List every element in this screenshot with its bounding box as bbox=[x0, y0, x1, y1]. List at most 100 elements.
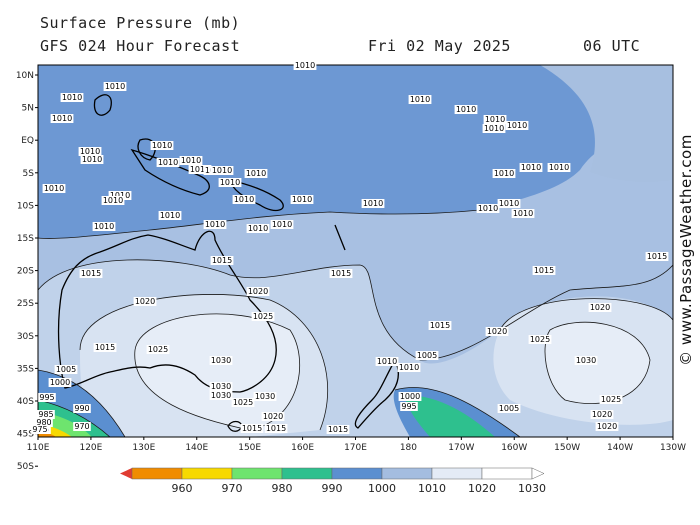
isobar-label: 1010 bbox=[497, 199, 521, 208]
svg-text:1000: 1000 bbox=[50, 378, 70, 387]
svg-text:1030: 1030 bbox=[211, 382, 231, 391]
isobar-label: 1015 bbox=[532, 266, 556, 275]
legend-swatch bbox=[120, 468, 132, 479]
svg-text:1010: 1010 bbox=[52, 114, 72, 123]
svg-text:1030: 1030 bbox=[211, 391, 231, 400]
svg-text:1005: 1005 bbox=[499, 404, 519, 413]
legend-swatch bbox=[131, 467, 183, 480]
legend-swatch bbox=[381, 467, 433, 480]
svg-text:1010: 1010 bbox=[44, 184, 64, 193]
svg-text:1025: 1025 bbox=[233, 398, 253, 407]
svg-text:1025: 1025 bbox=[253, 312, 273, 321]
isobar-label: 1010 bbox=[101, 196, 125, 205]
svg-text:1030: 1030 bbox=[576, 356, 596, 365]
svg-text:1020: 1020 bbox=[487, 327, 507, 336]
svg-text:1010: 1010 bbox=[62, 93, 82, 102]
svg-text:1010: 1010 bbox=[160, 211, 180, 220]
lat-label: 5N bbox=[22, 104, 34, 114]
latitude-axis: 10N 5N EQ 5S 10S 15S 20S 25S 30S 35S 40S 45S 50S bbox=[16, 71, 38, 472]
lon-label: 160W bbox=[501, 443, 527, 453]
isobar-label: 1020 bbox=[485, 327, 509, 336]
legend-value: 980 bbox=[272, 482, 293, 495]
isobar-label: 1015 bbox=[329, 269, 353, 278]
lon-label: 110E bbox=[27, 443, 50, 453]
isobar-label: 1000 bbox=[398, 392, 422, 401]
isobar-label: 1015 bbox=[428, 321, 452, 330]
legend-swatch bbox=[531, 467, 545, 480]
lat-label: EQ bbox=[21, 136, 34, 146]
svg-text:1015: 1015 bbox=[95, 343, 115, 352]
isobar-label: 1015 bbox=[79, 269, 103, 278]
isobar-label: 1030 bbox=[209, 382, 233, 391]
isobar-label: 1020 bbox=[590, 410, 614, 419]
isobar-label: 1010 bbox=[179, 156, 203, 165]
map-title: Surface Pressure (mb) bbox=[40, 14, 241, 32]
isobar-label: 1010 bbox=[547, 163, 571, 172]
svg-text:995: 995 bbox=[39, 393, 54, 402]
svg-text:1010: 1010 bbox=[521, 163, 541, 172]
isobar-label: 1030 bbox=[209, 391, 233, 400]
isobar-label: 1005 bbox=[497, 404, 521, 413]
svg-text:1010: 1010 bbox=[499, 199, 519, 208]
svg-text:1010: 1010 bbox=[485, 115, 505, 124]
isobar-label: 1010 bbox=[210, 166, 234, 175]
forecast-date: Fri 02 May 2025 bbox=[368, 37, 511, 55]
svg-text:1010: 1010 bbox=[295, 61, 315, 70]
isobar-label: 1025 bbox=[528, 335, 552, 344]
svg-text:1000: 1000 bbox=[400, 392, 420, 401]
isobar-label: 1010 bbox=[408, 95, 432, 104]
isobar-label: 1010 bbox=[293, 61, 317, 70]
legend-value: 1030 bbox=[518, 482, 546, 495]
legend-value: 1020 bbox=[468, 482, 496, 495]
lon-label: 150E bbox=[238, 443, 261, 453]
isobar-label: 1030 bbox=[209, 356, 233, 365]
legend-swatch bbox=[481, 467, 533, 480]
svg-text:1015: 1015 bbox=[242, 424, 262, 433]
isobar-label: 1010 bbox=[156, 158, 180, 167]
svg-text:1010: 1010 bbox=[220, 178, 240, 187]
pressure-fill bbox=[38, 65, 673, 437]
svg-text:1015: 1015 bbox=[266, 424, 286, 433]
isobar-label: 1015 bbox=[93, 343, 117, 352]
svg-text:1020: 1020 bbox=[590, 303, 610, 312]
isobar-label: 1015 bbox=[240, 424, 264, 433]
isobar-label: 1010 bbox=[60, 93, 84, 102]
svg-text:1010: 1010 bbox=[80, 147, 100, 156]
svg-text:1010: 1010 bbox=[248, 224, 268, 233]
isobar-label: 1030 bbox=[253, 392, 277, 401]
svg-text:1010: 1010 bbox=[212, 166, 232, 175]
isobar-label: 1010 bbox=[505, 121, 529, 130]
isobar-label: 1025 bbox=[599, 395, 623, 404]
svg-text:1010: 1010 bbox=[549, 163, 569, 172]
svg-text:1010: 1010 bbox=[246, 169, 266, 178]
isobar-label: 995 bbox=[400, 402, 418, 411]
isobar-label: 1010 bbox=[232, 195, 256, 204]
lon-label: 130W bbox=[660, 443, 686, 453]
lat-label: 15S bbox=[17, 234, 34, 244]
isobar-label: 1010 bbox=[80, 155, 104, 164]
isobar-label: 1020 bbox=[595, 422, 619, 431]
forecast-time: 06 UTC bbox=[583, 37, 641, 55]
isobar-label: 1020 bbox=[133, 297, 157, 306]
svg-text:1010: 1010 bbox=[152, 141, 172, 150]
isobars bbox=[38, 209, 673, 437]
isobar-label: 1010 bbox=[103, 82, 127, 91]
isobar-label: 1025 bbox=[146, 345, 170, 354]
svg-text:1020: 1020 bbox=[248, 287, 268, 296]
isobar-label: 1010 bbox=[150, 141, 174, 150]
svg-text:1010: 1010 bbox=[190, 165, 210, 174]
svg-text:1030: 1030 bbox=[255, 392, 275, 401]
isobar-label: 1010 bbox=[290, 195, 314, 204]
longitude-axis: 110E 120E 130E 140E 150E 160E 170E 180 170W 160W 1… bbox=[27, 437, 686, 453]
isobar-label: 1010 bbox=[361, 199, 385, 208]
svg-text:1005: 1005 bbox=[56, 365, 76, 374]
isobar-label: 985 bbox=[37, 410, 55, 419]
isobar-label: 1010 bbox=[50, 114, 74, 123]
svg-text:1020: 1020 bbox=[135, 297, 155, 306]
svg-text:995: 995 bbox=[401, 402, 416, 411]
svg-text:1010: 1010 bbox=[103, 196, 123, 205]
svg-text:1025: 1025 bbox=[530, 335, 550, 344]
lat-label: 20S bbox=[17, 267, 34, 277]
svg-text:1010: 1010 bbox=[82, 155, 102, 164]
